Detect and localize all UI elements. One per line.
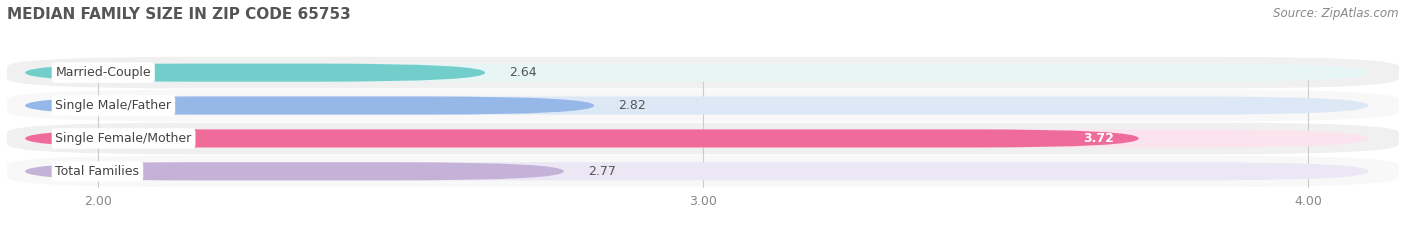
- FancyBboxPatch shape: [25, 96, 1368, 115]
- FancyBboxPatch shape: [25, 129, 1139, 147]
- FancyBboxPatch shape: [25, 162, 564, 180]
- FancyBboxPatch shape: [25, 162, 1368, 180]
- FancyBboxPatch shape: [7, 90, 1399, 121]
- Text: 2.64: 2.64: [509, 66, 537, 79]
- Text: MEDIAN FAMILY SIZE IN ZIP CODE 65753: MEDIAN FAMILY SIZE IN ZIP CODE 65753: [7, 7, 350, 22]
- Text: Single Male/Father: Single Male/Father: [55, 99, 172, 112]
- Text: 2.77: 2.77: [588, 165, 616, 178]
- FancyBboxPatch shape: [25, 96, 595, 115]
- Text: Total Families: Total Families: [55, 165, 139, 178]
- FancyBboxPatch shape: [7, 123, 1399, 154]
- Text: Single Female/Mother: Single Female/Mother: [55, 132, 191, 145]
- FancyBboxPatch shape: [25, 64, 1368, 82]
- FancyBboxPatch shape: [7, 156, 1399, 187]
- Text: 2.82: 2.82: [619, 99, 645, 112]
- Text: 3.72: 3.72: [1084, 132, 1115, 145]
- FancyBboxPatch shape: [25, 64, 485, 82]
- FancyBboxPatch shape: [7, 57, 1399, 89]
- FancyBboxPatch shape: [25, 129, 1368, 147]
- Text: Married-Couple: Married-Couple: [55, 66, 150, 79]
- Text: Source: ZipAtlas.com: Source: ZipAtlas.com: [1274, 7, 1399, 20]
